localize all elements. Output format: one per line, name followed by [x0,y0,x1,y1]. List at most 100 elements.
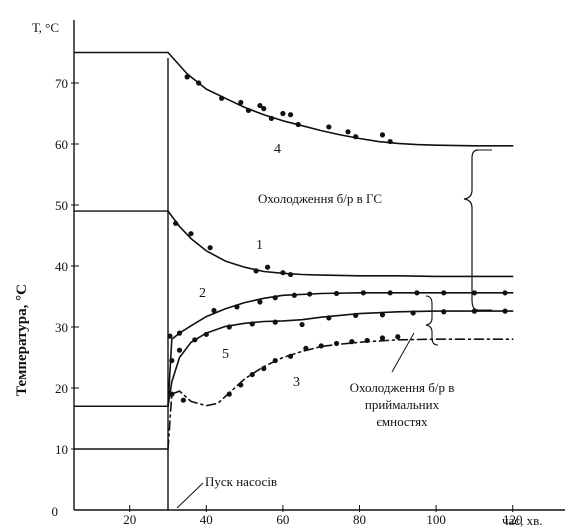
series-4-point [257,102,263,109]
y-tick-label: 70 [55,76,68,91]
gs-cooling-brace [463,149,479,311]
series-3-point [318,343,324,349]
series-2-point [471,290,477,296]
y-axis-top-label: Т, °С [32,20,59,35]
series-5-point [169,357,175,364]
series-3-line [167,338,514,450]
series-label-5: 5 [222,347,229,362]
series-3-point [180,397,186,403]
tank-cooling-leader [391,332,415,373]
series-2-point [387,290,393,296]
series-label-4: 4 [274,142,281,157]
series-4-line [167,51,514,147]
series-5-point [353,312,359,319]
series-5-point [176,347,183,353]
gs-cooling-annotation: Охолодження б/р в ГС [258,149,492,311]
series-4-point [387,138,393,145]
series-2-point [257,299,263,305]
series-3-point [303,345,309,351]
x-tick-label: 20 [123,512,136,527]
series-2-point [176,330,183,336]
series-3-point [249,371,255,378]
series-2-point [167,333,173,339]
x-axis-label: час, хв. [502,513,542,528]
series-3-point [261,365,267,372]
series-3-point [333,340,340,347]
series-4-point [345,129,351,135]
pump-start-annotation: Пуск насосів [176,474,277,509]
y-tick-label: 30 [55,320,68,335]
series-label-1: 1 [256,238,263,253]
series-4-point [379,132,386,138]
tank-cooling-label-line-1: Охолодження б/р в [350,380,455,395]
series-2-point [414,290,420,296]
series-5-point [441,309,447,315]
series-5-line [167,310,514,408]
origin-tick-label: 0 [52,504,59,519]
series-3-point [395,334,401,340]
series-4-point [184,74,190,80]
series-1-point [264,264,271,270]
series-2-point [333,290,340,297]
x-tick-label: 40 [200,512,213,527]
series-4-point [295,121,301,128]
tank-cooling-label-line-3: ємностях [376,414,428,429]
series-1-point [287,271,294,278]
series-4-point [353,134,359,140]
pump-start-label: Пуск насосів [205,474,277,489]
series-1-point [253,268,259,274]
series-1-point [173,220,179,226]
series-4-point [268,115,275,121]
series-1-point [280,270,286,276]
points-layer [167,74,508,403]
series-5-point [379,312,386,318]
series-3-point [272,357,278,364]
series-2-point [234,304,240,310]
series-2-point [272,295,278,301]
series-4-point [261,106,267,112]
series-2-point [441,290,447,296]
series-5-point [410,310,416,316]
x-tick-label: 120 [503,512,523,527]
series-1-point [207,245,213,251]
series-4-point [245,107,252,114]
series-2-point [307,291,313,297]
y-tick-label: 20 [55,381,68,396]
series-5-point [226,324,232,330]
series-2-point [291,292,297,298]
series-3-point [349,339,355,345]
x-tick-label: 100 [426,512,446,527]
series-4-point [326,124,332,130]
y-tick-label: 60 [55,137,68,152]
series-3-point [238,382,244,388]
y-tick-label: 40 [55,259,68,274]
tank-cooling-label-line-2: приймальних [365,397,440,412]
y-axis-label: Температура, °С [14,284,30,396]
series-5-point [326,315,332,321]
series-1-line [167,210,514,278]
tank-cooling-brace [425,295,439,346]
series-2-point [211,307,217,314]
series-1-point [188,231,194,237]
series-label-3: 3 [293,375,300,390]
series-4-point [280,110,286,117]
series-5-point [249,321,255,327]
series-5-point [272,319,278,325]
series-3-point [287,353,294,359]
series-2-point [502,290,508,296]
series-5-point [203,331,209,337]
series-4-point [196,80,202,86]
series-5-point [192,337,198,343]
series-3-point [379,335,386,341]
series-4-point [287,112,294,118]
y-tick-label: 50 [55,198,68,213]
axes: 10 20 30 40 50 60 70 0 20 40 60 80 100 120 [52,20,565,527]
series-3-point [226,391,232,397]
series-2-point [360,290,366,296]
series-3-point [169,391,175,397]
pump-start-leader [176,482,204,509]
series-5-point [502,308,508,314]
series-4-point [238,99,244,106]
series-4-point [219,95,225,101]
